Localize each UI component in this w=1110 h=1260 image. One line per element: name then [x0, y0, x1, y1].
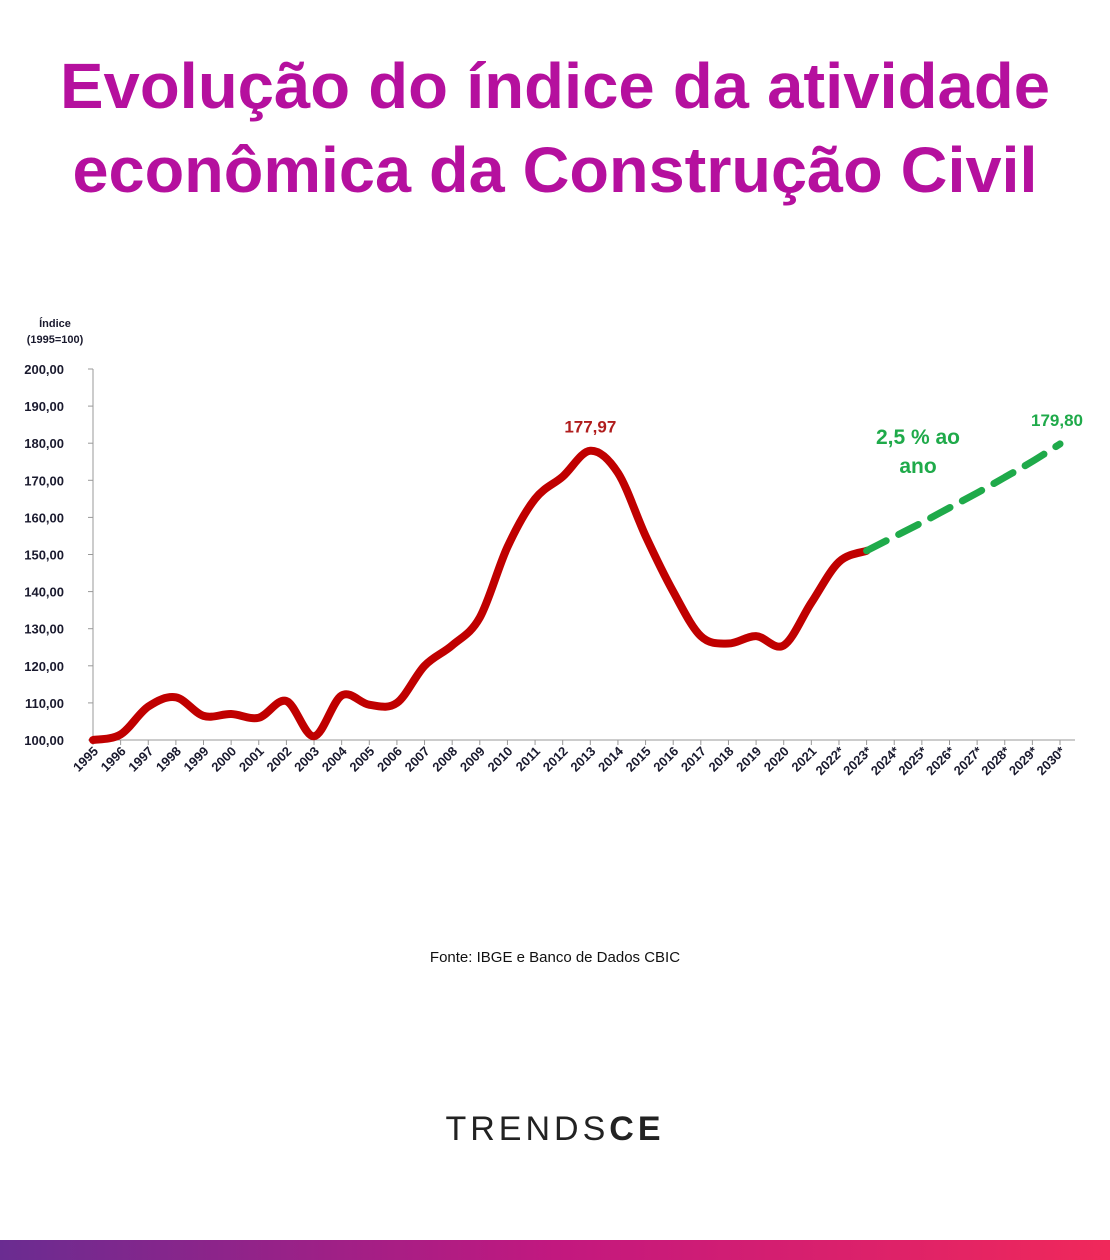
x-tick-label: 2000	[208, 744, 239, 775]
y-tick-label: 150,00	[24, 548, 64, 563]
x-tick-label: 1998	[153, 744, 184, 775]
logo-part: TRENDS	[445, 1110, 609, 1148]
y-tick-label: 130,00	[24, 622, 64, 637]
x-tick-label: 2029*	[1006, 743, 1041, 778]
x-tick-label: 2015	[623, 744, 654, 775]
value-label: 179,80	[1031, 411, 1083, 430]
x-tick-label: 2013	[567, 744, 598, 775]
x-tick-label: 2006	[374, 744, 405, 775]
x-tick-label: 2011	[513, 744, 544, 775]
y-tick-label: 110,00	[25, 696, 64, 711]
x-tick-label: 2022*	[812, 743, 847, 778]
x-tick-label: 2007	[402, 744, 433, 775]
x-tick-label: 1996	[98, 744, 129, 775]
x-tick-label: 1995	[70, 744, 101, 775]
x-tick-label: 2016	[650, 744, 681, 775]
y-label: Índice	[39, 317, 71, 330]
x-tick-label: 2017	[678, 744, 709, 775]
series-line	[863, 440, 1064, 555]
y-tick-label: 100,00	[24, 733, 64, 748]
x-tick-label: 2027*	[951, 743, 986, 778]
x-tick-label: 2014	[595, 743, 627, 775]
x-tick-label: 2005	[346, 744, 377, 775]
y-label: (1995=100)	[27, 334, 84, 346]
x-tick-label: 2008	[429, 744, 460, 775]
logo: TRENDSCE	[445, 1110, 664, 1148]
source: Fonte: IBGE e Banco de Dados CBIC	[430, 949, 680, 966]
title-line: econômica da Construção Civil	[73, 134, 1038, 206]
x-tick-label: 2019	[733, 744, 764, 775]
y-tick-label: 160,00	[24, 510, 64, 525]
x-tick-label: 2004	[319, 743, 351, 775]
y-tick-label: 180,00	[24, 436, 64, 451]
y-tick-label: 190,00	[24, 399, 64, 414]
x-tick-label: 2030*	[1033, 743, 1068, 778]
x-tick-label: 1997	[125, 744, 156, 775]
annotation: 2,5 % ao	[876, 426, 960, 449]
footer-band	[0, 1240, 1110, 1260]
x-tick-label: 2009	[457, 744, 488, 775]
x-tick-label: 2018	[706, 744, 737, 775]
value-label: 177,97	[564, 418, 616, 437]
y-tick-label: 200,00	[24, 362, 64, 377]
x-tick-label: 2026*	[923, 743, 958, 778]
title-line: Evolução do índice da atividade	[60, 50, 1050, 122]
x-tick-label: 2025*	[895, 743, 930, 778]
logo-part: CE	[609, 1110, 664, 1148]
annotation: ano	[899, 455, 936, 478]
series-line	[89, 446, 871, 744]
y-tick-label: 140,00	[24, 585, 64, 600]
x-tick-label: 2002	[263, 744, 294, 775]
x-tick-label: 2023*	[840, 743, 875, 778]
x-tick-label: 2024*	[868, 743, 903, 778]
x-tick-label: 2003	[291, 744, 322, 775]
x-tick-label: 1999	[181, 744, 212, 775]
x-tick-label: 2020	[761, 744, 792, 775]
y-tick-label: 120,00	[24, 659, 64, 674]
x-tick-label: 2028*	[978, 743, 1013, 778]
x-tick-label: 2001	[236, 744, 267, 775]
x-tick-label: 2012	[540, 744, 571, 775]
x-tick-label: 2010	[484, 744, 515, 775]
y-tick-label: 170,00	[24, 473, 64, 488]
